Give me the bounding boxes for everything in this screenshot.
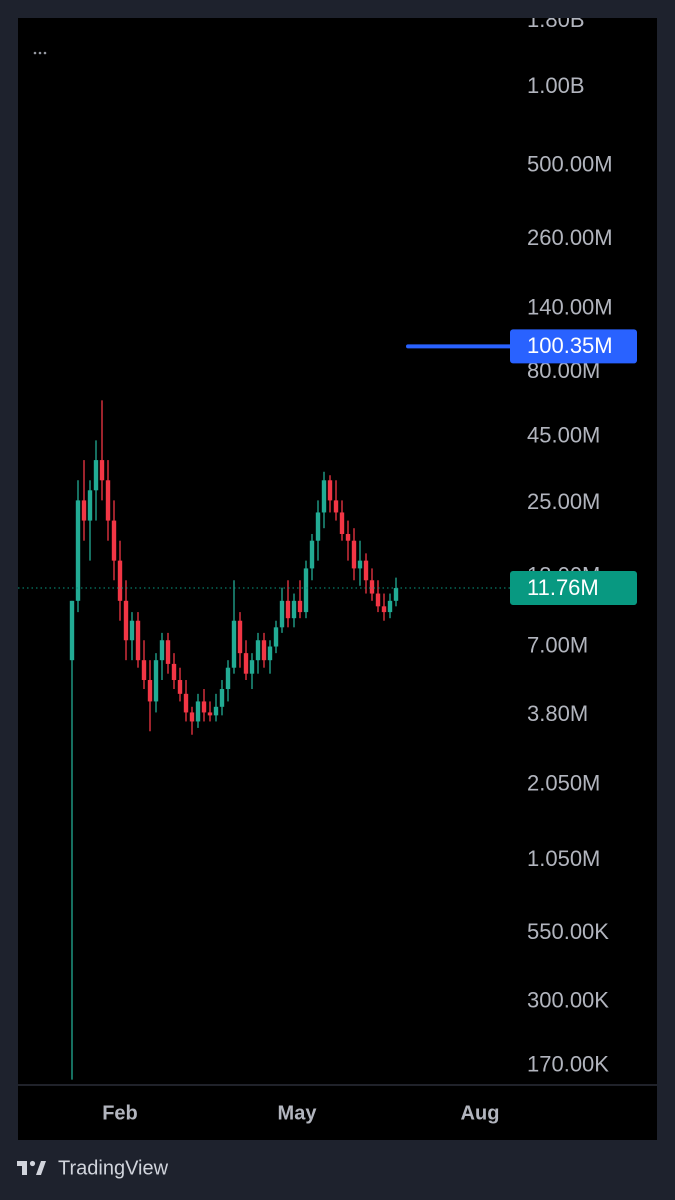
price-label-box	[510, 571, 637, 606]
candle-body	[393, 588, 399, 601]
candle-body	[81, 500, 87, 521]
candle-body	[165, 640, 171, 664]
candle-body	[315, 512, 321, 541]
y-tick-label: 500.00M	[527, 151, 613, 176]
candle-body	[147, 680, 153, 702]
candle-body	[207, 712, 213, 716]
y-tick-label: 3.80M	[527, 701, 588, 726]
candle-body	[225, 667, 231, 690]
candle-body	[99, 460, 105, 481]
candle-body	[327, 480, 333, 501]
x-tick-label: Feb	[102, 1102, 138, 1124]
candle-body	[357, 560, 363, 569]
candle-body	[111, 520, 117, 561]
y-tick-label: 2.050M	[527, 771, 600, 796]
candle-body	[243, 653, 249, 674]
y-tick-label: 140.00M	[527, 295, 613, 320]
candle-body	[219, 689, 225, 707]
candle-body	[351, 540, 357, 569]
candle-body	[189, 712, 195, 722]
candle-body	[87, 490, 93, 521]
x-tick-label: Aug	[461, 1102, 500, 1124]
candle-body	[363, 560, 369, 581]
candle-body	[69, 600, 75, 661]
candle-body	[105, 480, 111, 521]
candle-body	[123, 600, 129, 641]
y-tick-label: 300.00K	[527, 987, 609, 1012]
candle-body	[171, 663, 177, 681]
candle-body	[135, 620, 141, 661]
candle-body	[297, 600, 303, 613]
candle-body	[387, 600, 393, 613]
brand-name: TradingView	[58, 1157, 169, 1179]
candle-body	[159, 640, 165, 661]
price-label: 11.76M	[527, 575, 599, 600]
footer: TradingView	[17, 1157, 169, 1179]
candle-body	[201, 701, 207, 713]
candle-body	[183, 693, 189, 713]
candle-body	[345, 533, 351, 541]
y-tick-label: 1.80B	[527, 7, 585, 32]
y-tick-label: 550.00K	[527, 919, 609, 944]
menu-icon[interactable]	[33, 51, 47, 55]
axes: 1.80B1.00B500.00M260.00M140.00M80.00M45.…	[102, 7, 637, 1124]
plot-area	[18, 344, 512, 1080]
candle-body	[237, 620, 243, 654]
y-tick-label: 7.00M	[527, 632, 588, 657]
candle-body	[231, 620, 237, 668]
candle-body	[375, 593, 381, 607]
candle-body	[177, 680, 183, 694]
brand-logo	[17, 1160, 46, 1175]
candle-body	[333, 500, 339, 513]
candle-body	[261, 640, 267, 661]
candle-body	[255, 640, 261, 661]
candle-body	[381, 606, 387, 613]
price-label-box	[510, 329, 637, 364]
candle-body	[303, 568, 309, 613]
candle-body	[93, 460, 99, 491]
candle-body	[339, 512, 345, 534]
candle-body	[75, 500, 81, 601]
candle-body	[195, 701, 201, 722]
y-tick-label: 170.00K	[527, 1051, 609, 1076]
candle-body	[249, 660, 255, 674]
price-label: 100.35M	[527, 333, 613, 358]
candle-body	[309, 540, 315, 569]
candle-body	[291, 600, 297, 619]
candle-body	[117, 560, 123, 601]
candle-body	[267, 646, 273, 661]
candle-body	[369, 580, 375, 594]
candle-body	[153, 660, 159, 702]
y-tick-label: 1.00B	[527, 73, 585, 98]
y-tick-label: 260.00M	[527, 225, 613, 250]
candle-body	[273, 627, 279, 647]
candle-body	[141, 660, 147, 681]
y-tick-label: 1.050M	[527, 846, 600, 871]
candle-body	[129, 620, 135, 641]
x-tick-label: May	[278, 1102, 318, 1124]
y-tick-label: 25.00M	[527, 489, 600, 514]
candle-body	[285, 600, 291, 619]
candle-body	[213, 706, 219, 716]
candle-body	[321, 480, 327, 513]
candle-body	[279, 600, 285, 628]
y-tick-label: 45.00M	[527, 423, 600, 448]
